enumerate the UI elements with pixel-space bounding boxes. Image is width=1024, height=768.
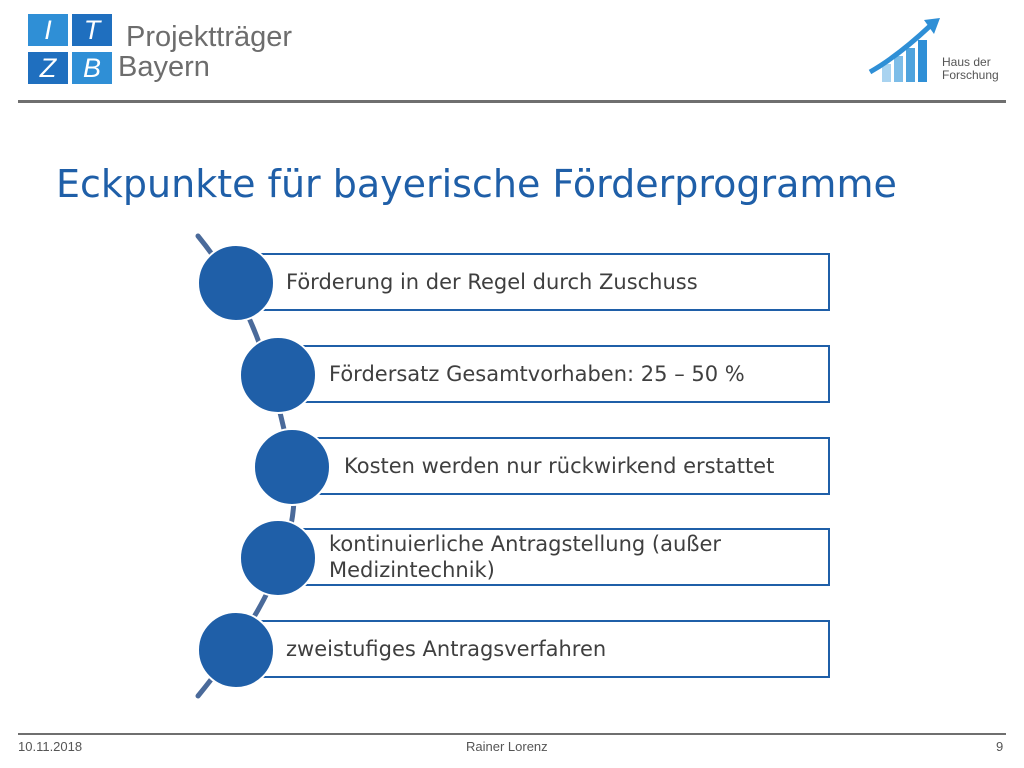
list-item: kontinuierliche Antragstellung (außer Me… (278, 528, 830, 586)
list-item: zweistufiges Antragsverfahren (236, 620, 830, 678)
itzb-grid-icon: I T Z B (28, 14, 116, 86)
footer-date: 10.11.2018 (18, 739, 83, 754)
partner-name-line1: Haus der (942, 55, 991, 69)
footer-page-number: 9 (996, 739, 1004, 754)
list-item-text-line2: Medizintechnik) (329, 558, 495, 582)
slide-title: Eckpunkte für bayerische Förderprogramme (56, 162, 897, 207)
partner-name: Haus der Forschung (942, 56, 999, 82)
list-item-text: kontinuierliche Antragstellung (außer (329, 532, 722, 556)
partner-name-line2: Forschung (942, 68, 999, 82)
itzb-cell-t: T (72, 14, 112, 46)
rising-bars-arrow-icon (868, 18, 940, 82)
footer-divider (18, 733, 1006, 735)
haus-der-forschung-logo: Haus der Forschung (868, 16, 1008, 90)
list-item: Förderung in der Regel durch Zuschuss (236, 253, 830, 311)
itzb-cell-z: Z (28, 52, 68, 84)
list-item-text: Kosten werden nur rückwirkend erstattet (344, 454, 775, 478)
itzb-cell-b: B (72, 52, 112, 84)
itzb-cell-i: I (28, 14, 68, 46)
list-item-text: zweistufiges Antragsverfahren (286, 637, 607, 661)
itzb-logo: I T Z B Projektträger Bayern (28, 14, 328, 88)
list-item: Kosten werden nur rückwirkend erstattet (292, 437, 830, 495)
list-item: Fördersatz Gesamtvorhaben: 25 – 50 % (278, 345, 830, 403)
org-name-line1: Projektträger (126, 21, 293, 53)
org-name-line2: Bayern (118, 51, 210, 83)
list-item-text: Fördersatz Gesamtvorhaben: 25 – 50 % (329, 362, 745, 386)
footer-author: Rainer Lorenz (466, 739, 548, 754)
header-divider (18, 100, 1006, 103)
org-name: Projektträger Bayern (118, 21, 293, 82)
list-item-text: Förderung in der Regel durch Zuschuss (286, 270, 698, 294)
